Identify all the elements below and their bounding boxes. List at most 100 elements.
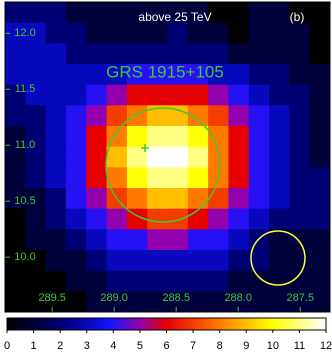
colorbar-swatch	[214, 318, 217, 330]
map-cell	[45, 126, 67, 148]
colorbar-swatch	[182, 318, 185, 330]
colorbar-swatch	[64, 318, 68, 330]
map-cell	[289, 2, 311, 24]
map-cell	[147, 43, 168, 65]
colorbar-swatch	[58, 318, 62, 330]
map-cell	[126, 167, 148, 189]
colorbar-swatch	[298, 318, 301, 330]
map-cell	[269, 167, 290, 189]
colorbar-swatch	[162, 318, 165, 330]
colorbar-swatch	[222, 318, 225, 330]
map-cell	[45, 291, 67, 312]
map-cell	[187, 188, 209, 210]
map-cell	[25, 126, 47, 148]
map-cell	[309, 229, 330, 251]
map-cell	[147, 84, 168, 106]
colorbar-swatch	[108, 318, 112, 330]
colorbar-swatch	[44, 318, 48, 330]
map-cell	[248, 188, 270, 210]
colorbar-tick-label: 7	[190, 340, 196, 352]
map-cell	[147, 22, 168, 44]
map	[5, 2, 330, 312]
chart-title: above 25 TeV	[138, 10, 211, 24]
map-cell	[147, 229, 168, 251]
colorbar-tick-label: 4	[110, 340, 116, 352]
map-cell	[289, 105, 311, 127]
map-cell	[228, 43, 250, 65]
colorbar-swatch	[84, 318, 88, 330]
map-cell	[106, 64, 128, 86]
colorbar-swatch	[284, 318, 287, 330]
colorbar-swatch	[144, 318, 147, 330]
colorbar-swatch	[254, 318, 257, 330]
colorbar-swatch	[10, 318, 14, 330]
map-cell	[106, 250, 128, 272]
map-cell	[65, 105, 87, 127]
colorbar-swatch	[316, 318, 319, 330]
colorbar-swatch	[50, 318, 54, 330]
colorbar-swatch	[142, 318, 145, 330]
source-circle	[105, 107, 221, 223]
map-cell	[269, 22, 290, 44]
map-cell	[65, 291, 87, 312]
colorbar-swatch	[210, 318, 213, 330]
colorbar-swatch	[256, 318, 259, 330]
map-cell	[309, 84, 330, 106]
map-cell	[86, 105, 108, 127]
colorbar-swatch	[204, 318, 207, 330]
map-cell	[45, 84, 67, 106]
map-cell	[167, 208, 189, 230]
colorbar-swatch	[24, 318, 28, 330]
map-cell	[106, 22, 128, 44]
colorbar-swatch	[38, 318, 42, 330]
map-cell	[126, 43, 148, 65]
map-cell	[126, 208, 148, 230]
colorbar-swatch	[286, 318, 289, 330]
colorbar-swatch	[104, 318, 108, 330]
map-cell	[228, 84, 250, 106]
colorbar-swatch	[220, 318, 223, 330]
colorbar-swatch	[66, 318, 70, 330]
colorbar-swatch	[48, 318, 52, 330]
map-cell	[5, 167, 26, 189]
colorbar-swatch	[224, 318, 227, 330]
map-cell	[167, 167, 189, 189]
map-cell	[5, 270, 26, 292]
map-cell	[167, 250, 189, 272]
colorbar-swatch	[52, 318, 56, 330]
map-cell	[106, 270, 128, 292]
colorbar-swatch	[272, 318, 275, 330]
map-cell	[269, 208, 290, 230]
map-cell	[248, 270, 270, 292]
colorbar-swatch	[188, 318, 191, 330]
colorbar-swatch	[18, 318, 22, 330]
colorbar-tick-label: 11	[294, 340, 305, 352]
colorbar-swatch	[140, 318, 143, 330]
map-cell	[126, 2, 148, 24]
map-cell	[248, 105, 270, 127]
map-cell	[187, 2, 209, 24]
map-cell	[65, 250, 87, 272]
colorbar-swatch	[240, 318, 243, 330]
colorbar-swatch	[180, 318, 183, 330]
map-cell	[187, 270, 209, 292]
colorbar-swatch	[62, 318, 66, 330]
map-cell	[248, 126, 270, 148]
colorbar-swatch	[302, 318, 305, 330]
map-cell	[309, 126, 330, 148]
y-tick-label: 10.0	[14, 251, 35, 263]
map-cell	[208, 84, 229, 106]
map-cell	[269, 126, 290, 148]
background-circle	[250, 230, 306, 286]
map-cell	[86, 188, 108, 210]
map-cell	[269, 250, 290, 272]
map-cell	[65, 146, 87, 168]
colorbar-swatch	[278, 318, 281, 330]
map-cell	[106, 146, 128, 168]
map-cell	[309, 188, 330, 210]
map-cell	[5, 105, 26, 127]
colorbar-swatch	[148, 318, 151, 330]
map-cell	[147, 208, 168, 230]
colorbar-swatch	[258, 318, 261, 330]
